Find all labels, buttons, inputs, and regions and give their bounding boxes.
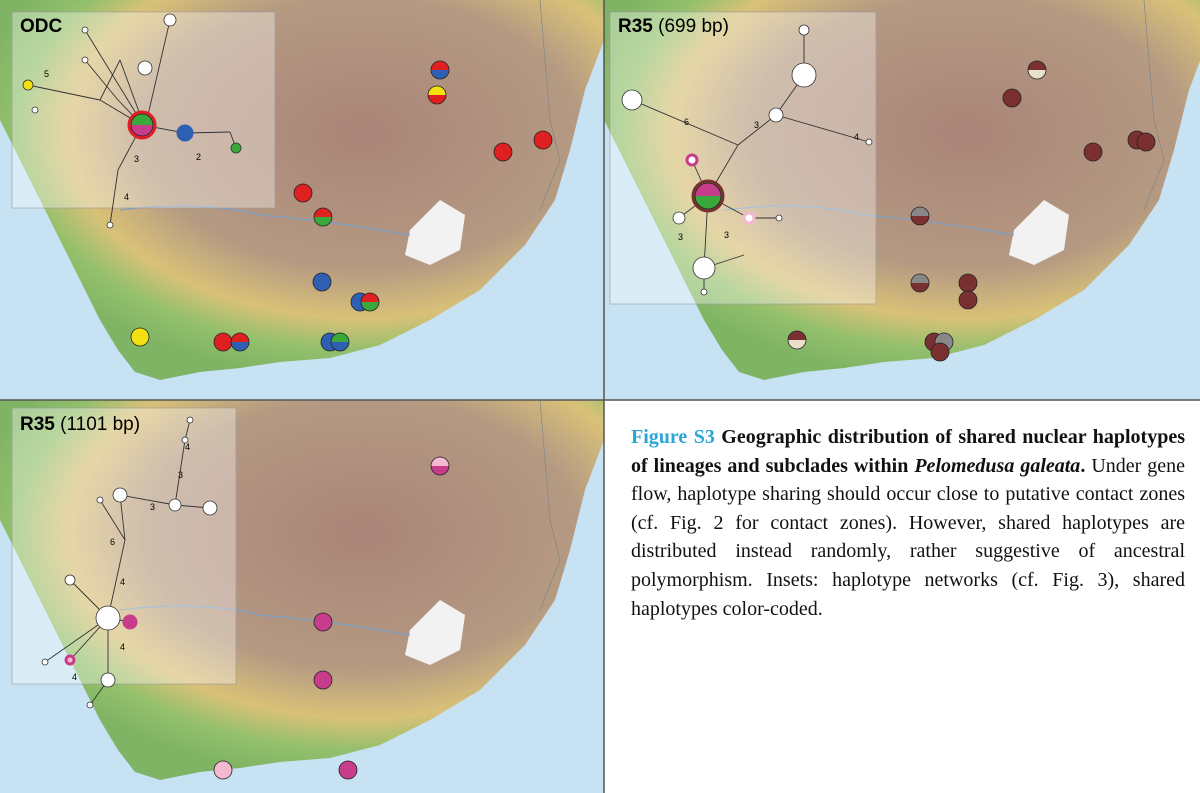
haplotype — [769, 108, 783, 122]
haplotype — [97, 497, 103, 503]
locality — [314, 613, 332, 631]
haplotype — [701, 289, 707, 295]
haplotype — [65, 575, 75, 585]
haplotype — [82, 27, 88, 33]
haplotype — [96, 606, 120, 630]
gene: R35 — [20, 414, 55, 435]
caption: Figure S3 Geographic distribution of sha… — [631, 423, 1185, 623]
haplotype — [113, 488, 127, 502]
locality — [931, 343, 949, 361]
haplotype — [687, 155, 697, 165]
branch-label: 3 — [724, 230, 729, 240]
branch-label: 5 — [44, 69, 49, 79]
branch-label: 3 — [134, 154, 139, 164]
panel-label: ODC — [20, 16, 63, 37]
branch-label: 4 — [120, 577, 125, 587]
haplotype — [23, 80, 33, 90]
branch-label: 4 — [120, 642, 125, 652]
locality — [494, 143, 512, 161]
haplotype — [673, 212, 685, 224]
figure: ODC 5 3 2 4 R35 (699 bp) 6 3 4 3 3 R35 (1101 bp… — [0, 0, 1200, 793]
haplotype — [169, 499, 181, 511]
haplotype — [66, 656, 74, 664]
locality — [959, 274, 977, 292]
branch-label: 3 — [150, 502, 155, 512]
haplotype — [32, 107, 38, 113]
locality — [959, 291, 977, 309]
locality — [1084, 143, 1102, 161]
panel-label: R35 (1101 bp) — [20, 414, 140, 435]
haplotype — [164, 14, 176, 26]
caption-body: Under gene flow, haplotype sharing shoul… — [631, 455, 1185, 620]
map-panel: ODC 5 3 2 4 — [0, 0, 604, 400]
panel-label: R35 (699 bp) — [618, 16, 729, 37]
haplotype — [187, 417, 193, 423]
haplotype — [87, 702, 93, 708]
haplotype — [178, 126, 192, 140]
haplotype — [138, 61, 152, 75]
branch-label: 3 — [754, 120, 759, 130]
locality — [214, 333, 232, 351]
haplotype — [799, 25, 809, 35]
length: (699 bp) — [658, 16, 729, 37]
haplotype — [792, 63, 816, 87]
locality — [339, 761, 357, 779]
locality — [294, 184, 312, 202]
haplotype — [107, 222, 113, 228]
locality — [534, 131, 552, 149]
branch-label: 2 — [196, 152, 201, 162]
branch-label: 3 — [178, 470, 183, 480]
haplotype — [622, 90, 642, 110]
branch-label: 4 — [185, 442, 190, 452]
branch-label: 3 — [678, 232, 683, 242]
locality — [131, 328, 149, 346]
haplotype — [82, 57, 88, 63]
locality — [1003, 89, 1021, 107]
haplotype — [693, 257, 715, 279]
map-panel: R35 (1101 bp) 4 3 6 3 4 4 4 — [0, 400, 604, 793]
haplotype — [776, 215, 782, 221]
species: Pelomedusa galeata — [914, 455, 1080, 477]
haplotype — [101, 673, 115, 687]
haplotype — [124, 616, 136, 628]
branch-label: 4 — [854, 132, 859, 142]
haplotype — [203, 501, 217, 515]
figure-label: Figure S3 — [631, 426, 715, 448]
length: (1101 bp) — [60, 414, 140, 435]
haplotype — [744, 213, 754, 223]
branch-label: 4 — [72, 672, 77, 682]
haplotype — [231, 143, 241, 153]
locality — [314, 671, 332, 689]
haplotype — [866, 139, 872, 145]
map-panel: R35 (699 bp) 6 3 4 3 3 — [604, 0, 1200, 400]
gene: R35 — [618, 16, 653, 37]
locality — [1137, 133, 1155, 151]
locality — [214, 761, 232, 779]
page: ODC 5 3 2 4 R35 (699 bp) 6 3 4 3 3 R35 (1101 bp… — [0, 0, 1200, 793]
branch-label: 6 — [110, 537, 115, 547]
caption-title-end: . — [1080, 455, 1085, 477]
haplotype — [42, 659, 48, 665]
branch-label: 4 — [124, 192, 129, 202]
branch-label: 6 — [684, 117, 689, 127]
locality — [313, 273, 331, 291]
